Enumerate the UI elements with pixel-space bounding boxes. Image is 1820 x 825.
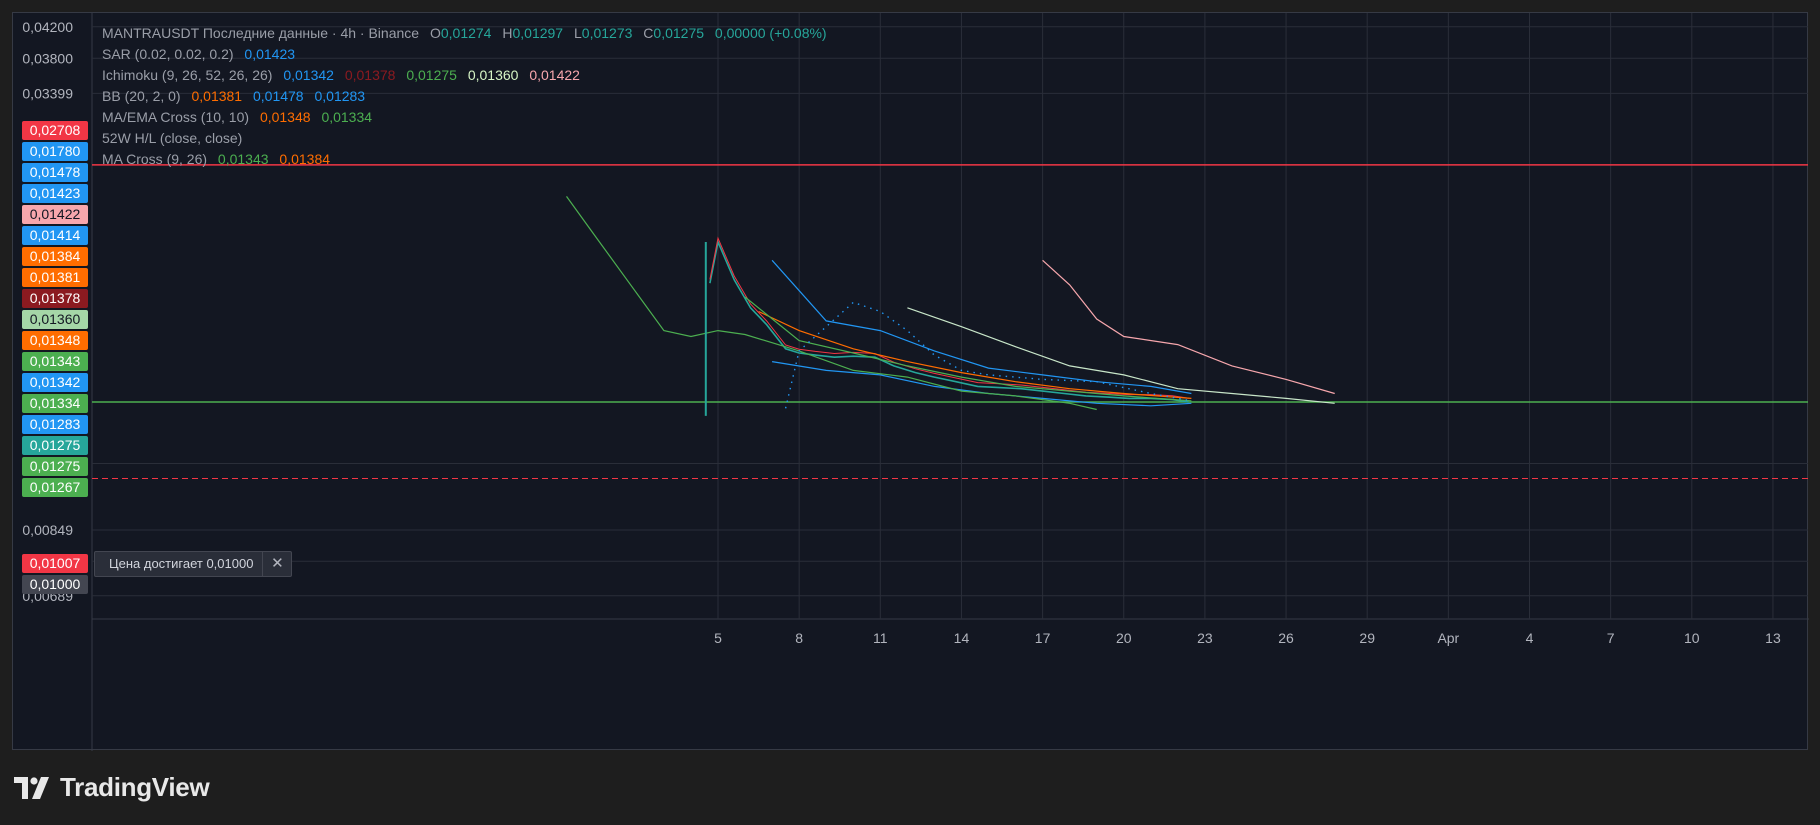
price-label-13: 0,01334 — [22, 394, 88, 413]
x-tick-label-11: 7 — [1607, 630, 1615, 646]
price-label-10: 0,01348 — [22, 331, 88, 350]
legend-row-symbol[interactable]: MANTRAUSDT Последние данные · 4h · Binan… — [102, 23, 834, 44]
price-label-17: 0,01267 — [22, 478, 88, 497]
ohlc-close-label: C — [643, 25, 654, 41]
ohlc-low-label: L — [573, 25, 582, 41]
footer: TradingView — [14, 772, 210, 803]
price-line-shadow — [709, 236, 1189, 399]
price-label-4: 0,01422 — [22, 205, 88, 224]
x-tick-label-1: 8 — [795, 630, 803, 646]
legend-row-ichimoku[interactable]: Ichimoku (9, 26, 52, 26, 26) 0,01342 0,0… — [102, 65, 834, 86]
ichimoku-name: Ichimoku (9, 26, 52, 26, 26) — [102, 67, 273, 83]
bb-name: BB (20, 2, 0) — [102, 88, 181, 104]
y-tick-label-2: 0,03399 — [22, 85, 73, 101]
legend-row-ma-ema[interactable]: MA/EMA Cross (10, 10) 0,01348 0,01334 — [102, 107, 834, 128]
sar-value: 0,01423 — [244, 46, 296, 62]
ichimoku-v4: 0,01360 — [467, 67, 519, 83]
price-label-19: 0,01000 — [22, 575, 88, 594]
ohlc-change: 0,00000 (+0.08%) — [714, 25, 827, 41]
price-label-14: 0,01283 — [22, 415, 88, 434]
brand-name[interactable]: TradingView — [60, 772, 210, 802]
symbol-name: MANTRAUSDT Последние данные · 4h · Binan… — [102, 25, 420, 41]
price-label-12: 0,01342 — [22, 373, 88, 392]
price-label-3: 0,01423 — [22, 184, 88, 203]
ma-cross-slow-line — [758, 310, 1192, 399]
y-tick-label-4: 0,00849 — [22, 522, 73, 538]
ichimoku-v1: 0,01342 — [283, 67, 334, 83]
ichimoku-span-a-line — [907, 307, 1335, 404]
price-chart[interactable]: 0,042000,038000,033990,010490,008490,007… — [13, 13, 1809, 751]
price-label-8: 0,01378 — [22, 289, 88, 308]
legend-row-sar[interactable]: SAR (0.02, 0.02, 0.2) 0,01423 — [102, 44, 834, 65]
ohlc-open-label: O — [429, 25, 441, 41]
alert-text: Цена достигает 0,01000 — [109, 556, 254, 571]
ichimoku-v5: 0,01422 — [529, 67, 580, 83]
x-tick-label-0: 5 — [714, 630, 722, 646]
x-tick-label-7: 26 — [1278, 630, 1294, 646]
x-tick-label-10: 4 — [1526, 630, 1534, 646]
ma-ema-v2: 0,01334 — [321, 109, 373, 125]
chart-frame[interactable]: 0,042000,038000,033990,010490,008490,007… — [12, 12, 1809, 751]
ohlc-high: 0,01297 — [512, 25, 564, 41]
x-tick-label-12: 10 — [1684, 630, 1700, 646]
legend-row-52w[interactable]: 52W H/L (close, close) — [102, 128, 834, 149]
price-label-2: 0,01478 — [22, 163, 88, 182]
close-icon[interactable]: ✕ — [262, 552, 291, 576]
ichimoku-span-b-line — [1042, 259, 1335, 395]
ma-cross-name: MA Cross (9, 26) — [102, 151, 208, 167]
x-tick-label-6: 23 — [1197, 630, 1213, 646]
ma-cross-fast-line — [744, 296, 1192, 402]
hl52w-name: 52W H/L (close, close) — [102, 130, 243, 146]
ma-ema-name: MA/EMA Cross (10, 10) — [102, 109, 250, 125]
y-tick-label-0: 0,04200 — [22, 19, 73, 35]
tradingview-logo-icon[interactable] — [14, 776, 50, 799]
x-tick-label-4: 17 — [1035, 630, 1051, 646]
price-label-1: 0,01780 — [22, 142, 88, 161]
bb-upper-line — [771, 259, 1192, 395]
chart-legend: MANTRAUSDT Последние данные · 4h · Binan… — [102, 23, 834, 170]
price-label-15: 0,01275 — [22, 436, 88, 455]
bb-lower-line — [772, 361, 1192, 407]
price-label-18: 0,01007 — [22, 554, 88, 573]
x-tick-label-8: 29 — [1359, 630, 1375, 646]
x-tick-label-3: 14 — [954, 630, 970, 646]
ohlc-close: 0,01275 — [653, 25, 705, 41]
y-tick-label-1: 0,03800 — [22, 50, 73, 66]
bb-v3: 0,01283 — [314, 88, 366, 104]
price-label-5: 0,01414 — [22, 226, 88, 245]
price-label-0: 0,02708 — [22, 121, 88, 140]
sar-name: SAR (0.02, 0.02, 0.2) — [102, 46, 234, 62]
bb-v2: 0,01478 — [252, 88, 304, 104]
legend-row-bb[interactable]: BB (20, 2, 0) 0,01381 0,01478 0,01283 — [102, 86, 834, 107]
ohlc-low: 0,01273 — [581, 25, 633, 41]
price-line — [709, 239, 1189, 403]
sar-dots — [784, 301, 1192, 409]
ohlc-high-label: H — [502, 25, 513, 41]
ma-cross-v2: 0,01384 — [279, 151, 331, 167]
ichimoku-v3: 0,01275 — [406, 67, 457, 83]
alert-tooltip[interactable]: Цена достигает 0,01000 ✕ — [94, 551, 293, 577]
x-tick-label-9: Apr — [1437, 630, 1459, 646]
price-label-16: 0,01275 — [22, 457, 88, 476]
ma-ema-v1: 0,01348 — [259, 109, 311, 125]
ichimoku-lagging-line — [566, 196, 1097, 411]
x-tick-label-5: 20 — [1116, 630, 1132, 646]
ma-cross-v1: 0,01343 — [217, 151, 269, 167]
legend-row-ma-cross[interactable]: MA Cross (9, 26) 0,01343 0,01384 — [102, 149, 834, 170]
x-tick-label-13: 13 — [1765, 630, 1781, 646]
bb-v1: 0,01381 — [191, 88, 243, 104]
ichimoku-v2: 0,01378 — [344, 67, 396, 83]
price-label-9: 0,01360 — [22, 310, 88, 329]
price-label-6: 0,01384 — [22, 247, 88, 266]
price-label-11: 0,01343 — [22, 352, 88, 371]
price-label-7: 0,01381 — [22, 268, 88, 287]
x-tick-label-2: 11 — [873, 630, 888, 646]
ohlc-open: 0,01274 — [440, 25, 492, 41]
